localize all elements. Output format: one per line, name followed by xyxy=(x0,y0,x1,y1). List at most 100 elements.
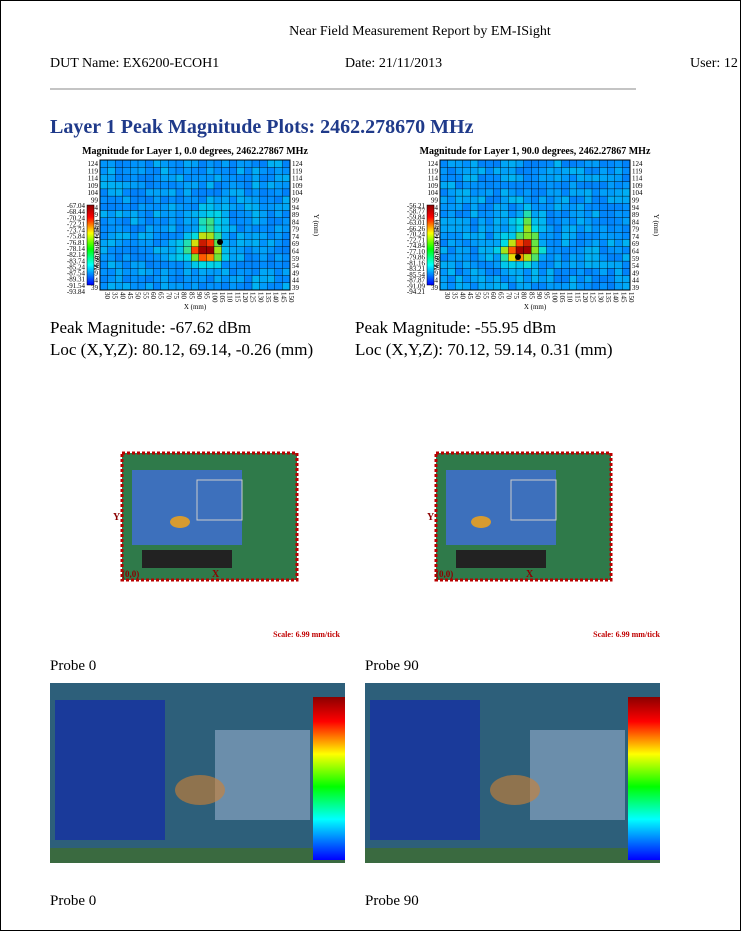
heatmap-cell xyxy=(577,196,585,204)
heatmap-cell xyxy=(206,239,214,247)
heatmap-cell xyxy=(168,268,176,276)
heatmap-cell xyxy=(577,189,585,197)
heatmap-cell xyxy=(123,283,131,291)
heatmap-cell xyxy=(486,254,494,262)
heatmap-cell xyxy=(146,160,154,168)
date: Date: 21/11/2013 xyxy=(345,56,442,71)
heatmap-cell xyxy=(607,232,615,240)
heatmap-cell xyxy=(168,189,176,197)
heatmap-cell xyxy=(531,232,539,240)
heatmap-cell xyxy=(463,268,471,276)
heatmap-cell xyxy=(539,189,547,197)
heatmap-cell xyxy=(448,283,456,291)
heatmap-cell xyxy=(199,189,207,197)
x-tick-label: 75 xyxy=(512,292,520,300)
heatmap-cell xyxy=(244,247,252,255)
heatmap-cell xyxy=(569,203,577,211)
heatmap-cell xyxy=(282,254,290,262)
heatmap-cell xyxy=(222,268,230,276)
x-tick-label: 55 xyxy=(481,292,489,300)
heatmap-cell xyxy=(577,283,585,291)
plot-title: Magnitude for Layer 1, 0.0 degrees, 2462… xyxy=(82,146,308,157)
heatmap-cell xyxy=(153,225,161,233)
heatmap-cell xyxy=(516,189,524,197)
heatmap-cell xyxy=(516,182,524,190)
heatmap-cell xyxy=(100,167,108,175)
heatmap-cell xyxy=(615,189,623,197)
heatmap-cell xyxy=(267,189,275,197)
heatmap-cell xyxy=(516,167,524,175)
heatmap-cell xyxy=(115,203,123,211)
heatmap-cell xyxy=(237,189,245,197)
probe-photo-hotspot xyxy=(490,775,540,805)
heatmap-cell xyxy=(237,225,245,233)
heatmap-cell xyxy=(146,268,154,276)
heatmap-cell xyxy=(130,211,138,219)
heatmap-cell xyxy=(168,261,176,269)
heatmap-cell xyxy=(470,261,478,269)
heatmap-cell xyxy=(222,189,230,197)
heatmap-cell xyxy=(161,196,169,204)
x-tick-label: 60 xyxy=(489,292,497,300)
heatmap-cell xyxy=(229,276,237,284)
heatmap-cell xyxy=(440,211,448,219)
heatmap-cell xyxy=(191,283,199,291)
heatmap-cell xyxy=(199,232,207,240)
heatmap-cell xyxy=(115,261,123,269)
heatmap-cell xyxy=(448,239,456,247)
heatmap-cell xyxy=(138,276,146,284)
heatmap-cell xyxy=(569,283,577,291)
x-axis-label: X (mm) xyxy=(524,303,547,311)
heatmap-cell xyxy=(470,218,478,226)
heatmap-cell xyxy=(282,182,290,190)
heatmap-cell xyxy=(229,239,237,247)
x-tick-label: 60 xyxy=(149,292,157,300)
heatmap-cell xyxy=(146,261,154,269)
heatmap-cell xyxy=(123,247,131,255)
heatmap-cell xyxy=(267,247,275,255)
heatmap-cell xyxy=(546,203,554,211)
heatmap-cell xyxy=(252,268,260,276)
heatmap-cell xyxy=(622,232,630,240)
heatmap-cell xyxy=(206,203,214,211)
heatmap-cell xyxy=(478,182,486,190)
heatmap-cell xyxy=(214,254,222,262)
heatmap-cell xyxy=(470,283,478,291)
x-tick-label: 75 xyxy=(172,292,180,300)
heatmap-cell xyxy=(275,211,283,219)
heatmap-cell xyxy=(184,276,192,284)
heatmap-cell xyxy=(123,211,131,219)
heatmap-cell xyxy=(554,247,562,255)
heatmap-cell xyxy=(531,174,539,182)
heatmap-cell xyxy=(531,254,539,262)
heatmap-cell xyxy=(592,189,600,197)
heatmap-cell xyxy=(244,239,252,247)
heatmap-cell xyxy=(138,174,146,182)
heatmap-cell xyxy=(524,254,532,262)
heatmap-cell xyxy=(600,182,608,190)
heatmap-cell xyxy=(493,225,501,233)
heatmap-cell xyxy=(267,211,275,219)
heatmap-cell xyxy=(206,196,214,204)
heatmap-cell xyxy=(199,211,207,219)
heatmap-cell xyxy=(508,268,516,276)
heatmap-cell xyxy=(478,211,486,219)
heatmap-cell xyxy=(260,225,268,233)
heatmap-cell xyxy=(546,247,554,255)
heatmap-cell xyxy=(161,276,169,284)
x-tick-label: 130 xyxy=(256,292,264,303)
heatmap-cell xyxy=(130,239,138,247)
heatmap-cell xyxy=(214,174,222,182)
heatmap-cell xyxy=(138,283,146,291)
heatmap-cell xyxy=(607,261,615,269)
heatmap-cell xyxy=(108,174,116,182)
heatmap-cell xyxy=(237,167,245,175)
heatmap-cell xyxy=(168,218,176,226)
heatmap-cell xyxy=(440,203,448,211)
heatmap-cell xyxy=(138,211,146,219)
plot-title: Magnitude for Layer 1, 90.0 degrees, 246… xyxy=(420,146,651,157)
heatmap-cell xyxy=(486,239,494,247)
y-axis-label: Y (mm) xyxy=(312,214,320,237)
heatmap-cell xyxy=(470,211,478,219)
heatmap-cell xyxy=(176,167,184,175)
